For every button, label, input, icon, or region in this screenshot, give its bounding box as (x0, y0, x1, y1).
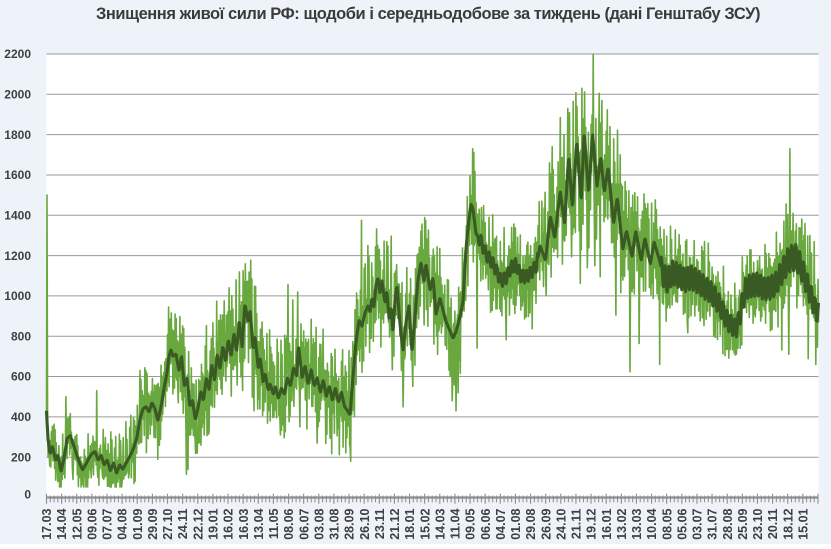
svg-text:05.06: 05.06 (675, 508, 689, 539)
svg-text:01.08: 01.08 (509, 508, 523, 539)
svg-text:13.02: 13.02 (615, 508, 629, 539)
svg-text:400: 400 (11, 410, 31, 424)
svg-text:14.04: 14.04 (55, 508, 69, 539)
svg-text:24.11: 24.11 (176, 508, 190, 539)
svg-text:26.10: 26.10 (358, 508, 372, 539)
svg-text:04.08: 04.08 (116, 508, 130, 539)
svg-text:600: 600 (11, 370, 31, 384)
svg-text:16.03: 16.03 (237, 508, 251, 539)
svg-text:08.05: 08.05 (660, 508, 674, 539)
svg-text:18.01: 18.01 (403, 508, 417, 539)
svg-text:26.09: 26.09 (539, 508, 553, 539)
svg-text:20.11: 20.11 (766, 508, 780, 539)
svg-text:16.01: 16.01 (600, 508, 614, 539)
svg-text:31.08: 31.08 (328, 508, 342, 539)
svg-text:1200: 1200 (4, 249, 31, 263)
svg-text:15.02: 15.02 (418, 508, 432, 539)
svg-text:800: 800 (11, 329, 31, 343)
svg-text:06.07: 06.07 (297, 508, 311, 539)
svg-text:25.09: 25.09 (736, 508, 750, 539)
svg-text:1400: 1400 (4, 209, 31, 223)
svg-text:06.06: 06.06 (479, 508, 493, 539)
svg-text:03.08: 03.08 (312, 508, 326, 539)
svg-text:19.01: 19.01 (206, 508, 220, 539)
svg-text:13.04: 13.04 (252, 508, 266, 539)
svg-text:04.07: 04.07 (494, 508, 508, 539)
svg-text:17.03: 17.03 (40, 508, 54, 539)
svg-text:10.04: 10.04 (645, 508, 659, 539)
svg-text:28.08: 28.08 (721, 508, 735, 539)
svg-text:1000: 1000 (4, 289, 31, 303)
svg-text:13.03: 13.03 (630, 508, 644, 539)
svg-text:23.10: 23.10 (751, 508, 765, 539)
svg-text:09.06: 09.06 (85, 508, 99, 539)
svg-text:09.05: 09.05 (464, 508, 478, 539)
svg-text:12.05: 12.05 (70, 508, 84, 539)
svg-text:11.04: 11.04 (449, 508, 463, 539)
svg-text:11.05: 11.05 (267, 508, 281, 539)
svg-text:18.12: 18.12 (781, 508, 795, 539)
svg-text:Знищення живої сили РФ: щодоби: Знищення живої сили РФ: щодоби і середнь… (96, 5, 760, 23)
svg-text:29.08: 29.08 (524, 508, 538, 539)
svg-text:0: 0 (24, 488, 31, 502)
svg-text:08.06: 08.06 (282, 508, 296, 539)
svg-text:28.09: 28.09 (343, 508, 357, 539)
svg-text:2000: 2000 (4, 88, 31, 102)
svg-text:31.07: 31.07 (706, 508, 720, 539)
svg-text:21.12: 21.12 (388, 508, 402, 539)
svg-text:16.02: 16.02 (222, 508, 236, 539)
svg-text:24.10: 24.10 (554, 508, 568, 539)
svg-text:200: 200 (11, 450, 31, 464)
svg-text:01.09: 01.09 (131, 508, 145, 539)
svg-text:1600: 1600 (4, 168, 31, 182)
svg-text:1800: 1800 (4, 128, 31, 142)
svg-text:29.09: 29.09 (146, 508, 160, 539)
svg-text:23.11: 23.11 (373, 508, 387, 539)
svg-text:15.01: 15.01 (796, 508, 810, 539)
svg-text:2200: 2200 (4, 47, 31, 61)
svg-text:22.12: 22.12 (191, 508, 205, 539)
svg-text:21.11: 21.11 (570, 508, 584, 539)
svg-text:14.03: 14.03 (433, 508, 447, 539)
svg-text:27.10: 27.10 (161, 508, 175, 539)
svg-text:07.07: 07.07 (101, 508, 115, 539)
svg-text:03.07: 03.07 (691, 508, 705, 539)
svg-text:19.12: 19.12 (585, 508, 599, 539)
